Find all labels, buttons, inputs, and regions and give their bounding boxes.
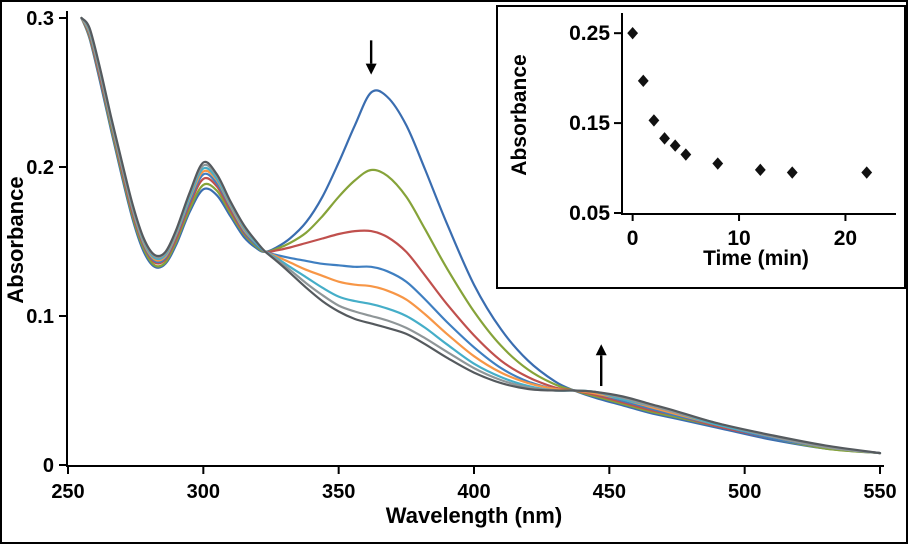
main-y-tick-label: 0.3 [26, 8, 54, 30]
main-x-axis-title: Wavelength (nm) [385, 503, 563, 528]
main-x-tick-label: 250 [51, 481, 84, 503]
decreasing-arrow-head [365, 63, 377, 75]
spectrum-curve-8 [80, 16, 882, 455]
main-y-axis-title: Absorbance [3, 176, 28, 304]
main-x-tick-label: 450 [593, 481, 626, 503]
main-x-tick-label: 350 [322, 481, 355, 503]
inset-panel: 0.25 0.15 0.05 0 10 20 Absorbance Time (min) [496, 5, 906, 289]
inset-x-tick-label: 20 [834, 227, 857, 250]
inset-y-tick-label: 0.25 [569, 22, 610, 45]
main-x-tick-label: 550 [863, 481, 896, 503]
spectrum-curve-1 [80, 16, 882, 455]
scatter-point [786, 166, 798, 179]
inset-x-tick-label: 0 [627, 227, 639, 250]
main-x-tick-label: 400 [457, 481, 490, 503]
main-x-tick-label: 300 [187, 481, 220, 503]
main-y-tick-label: 0 [43, 455, 54, 477]
inset-chart-svg: 0.25 0.15 0.05 0 10 20 [569, 13, 896, 250]
scatter-point [669, 139, 681, 152]
main-y-tick-label: 0.1 [26, 306, 54, 328]
main-x-tick-label: 500 [728, 481, 761, 503]
inset-y-axis-title: Absorbance [508, 54, 531, 176]
scatter-point [659, 132, 670, 145]
main-y-tick-label: 0.2 [26, 157, 54, 179]
inset-y-tick-label: 0.15 [569, 112, 610, 135]
spectrum-curve-2 [80, 16, 882, 455]
inset-x-axis-title: Time (min) [703, 247, 809, 270]
scatter-point [712, 157, 724, 170]
scatter-point [648, 114, 660, 127]
scatter-point [637, 74, 649, 88]
spectra-curves [80, 16, 882, 455]
scatter-point [754, 163, 766, 177]
scatter-point [627, 26, 639, 40]
inset-x-tick-label: 10 [727, 227, 750, 250]
scatter-point [861, 166, 873, 179]
inset-y-tick-label: 0.05 [569, 202, 610, 225]
increasing-arrow-head [595, 344, 607, 356]
scatter-point [680, 148, 692, 161]
